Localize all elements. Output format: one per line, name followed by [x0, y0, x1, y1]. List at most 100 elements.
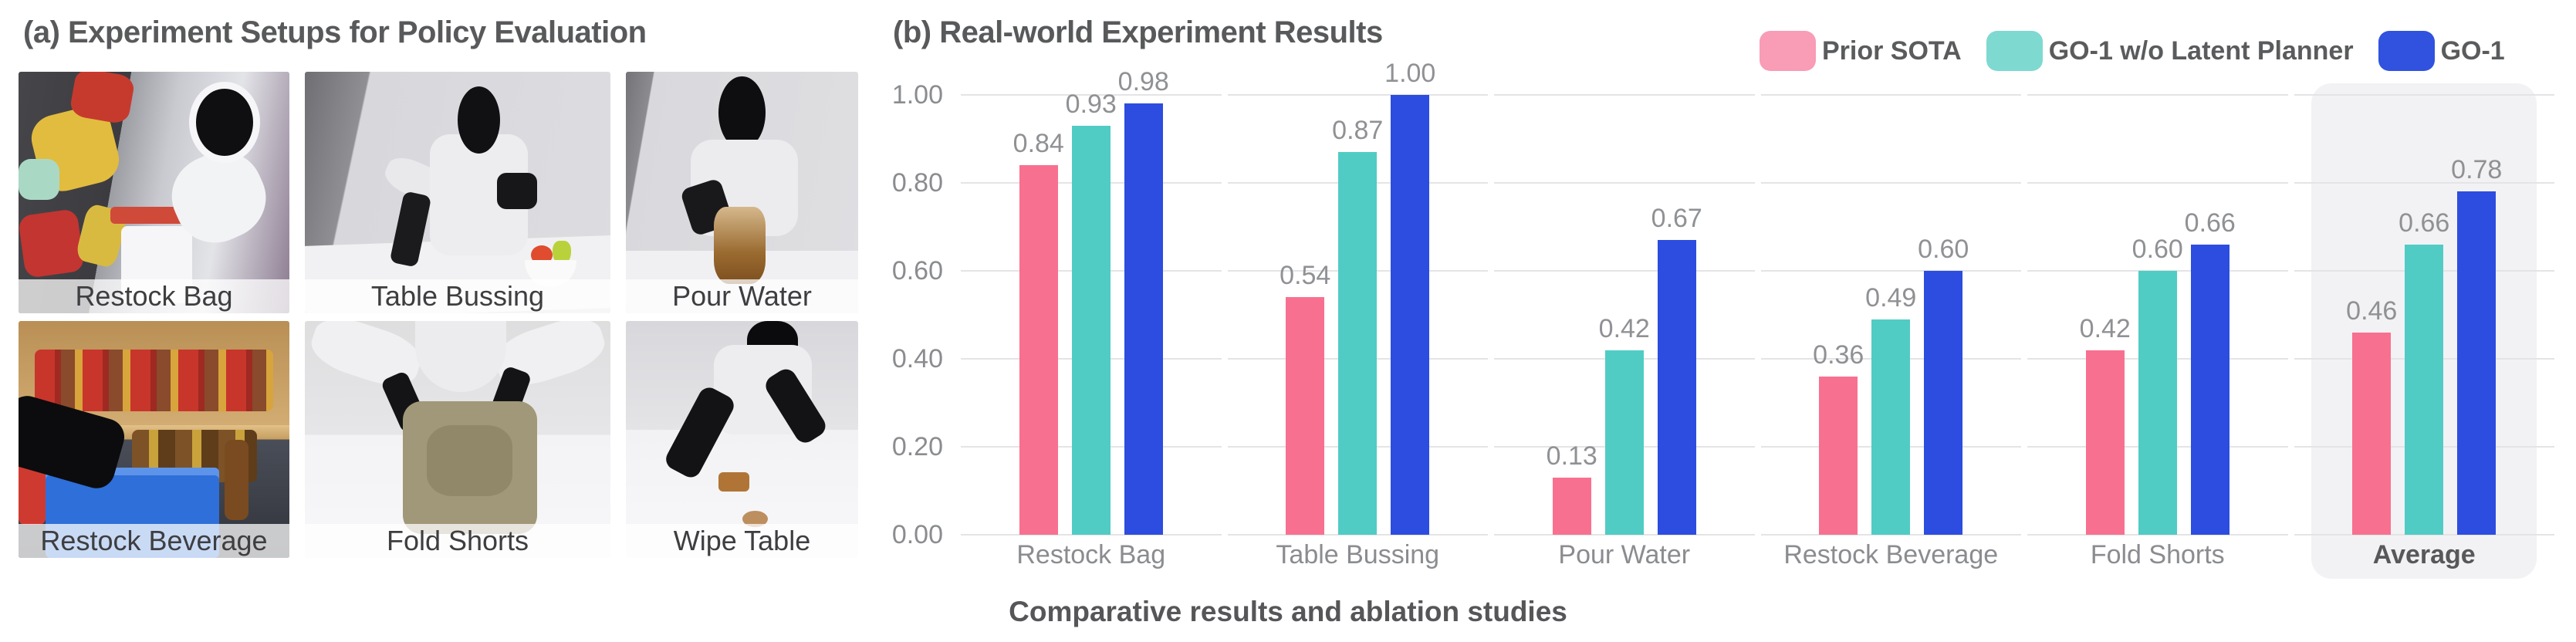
- bar-go-1: 0.60: [1918, 235, 1969, 535]
- legend-label: Prior SOTA: [1822, 35, 1962, 66]
- gridline: [1494, 182, 1755, 184]
- bar-value-label: 0.13: [1546, 441, 1597, 471]
- photo-wipe-table: Wipe Table: [626, 321, 858, 558]
- chart-group-restock-beverage: 0.36 0.49 0.60 Restock Beverage: [1760, 94, 2022, 569]
- bar-value-label: 0.93: [1065, 90, 1117, 119]
- robot-body: [414, 321, 507, 393]
- gridline: [2294, 534, 2554, 536]
- y-tick-label: 0.80: [891, 168, 943, 198]
- gridline: [1760, 182, 2021, 184]
- bar-value-label: 0.42: [2079, 314, 2131, 343]
- bar-go-1-w-o-latent-planner: 0.66: [2399, 208, 2449, 535]
- bar-go-1-w-o-latent-planner: 0.49: [1865, 283, 1916, 535]
- photo-table-bussing: Table Bussing: [305, 72, 610, 313]
- gridline: [961, 94, 1222, 96]
- category-label-pour-water: Pour Water: [1558, 540, 1691, 569]
- gridline: [1760, 94, 2021, 96]
- robot-head: [718, 76, 766, 150]
- bar-value-label: 0.46: [2346, 296, 2398, 326]
- legend-item-prior-sota: Prior SOTA: [1760, 31, 1962, 71]
- bar-go-1: 0.98: [1118, 67, 1169, 535]
- chart-group-fold-shorts: 0.42 0.60 0.66 Fold Shorts: [2027, 94, 2288, 569]
- bar-value-label: 0.66: [2399, 208, 2450, 238]
- chart-legend: Prior SOTA GO-1 w/o Latent Planner GO-1: [1760, 31, 2505, 71]
- gridline: [1760, 270, 2021, 272]
- legend-label: GO-1 w/o Latent Planner: [2048, 35, 2354, 66]
- legend-swatch-go1: [2378, 31, 2435, 71]
- bar-prior-sota: 0.13: [1547, 441, 1597, 535]
- bar-value-label: 0.98: [1117, 67, 1169, 96]
- legend-item-go1-wo-latent-planner: GO-1 w/o Latent Planner: [1986, 31, 2354, 71]
- bar-value-label: 0.87: [1332, 116, 1384, 145]
- photo-decoration: [19, 158, 59, 200]
- bar-value-label: 0.67: [1651, 204, 1702, 233]
- bar-value-label: 0.66: [2184, 208, 2236, 238]
- gridline: [2027, 534, 2288, 536]
- bar-group: 0.54 0.87 1.00: [1228, 59, 1489, 535]
- bar-go-1: 0.66: [2185, 208, 2236, 535]
- gridline: [1494, 534, 1755, 536]
- category-label-average: Average: [2372, 540, 2476, 569]
- chart-group-average: 0.46 0.66 0.78 Average: [2294, 94, 2555, 569]
- bar-prior-sota: 0.84: [1013, 129, 1064, 535]
- bar-go-1: 1.00: [1384, 59, 1435, 535]
- legend-swatch-prior-sota: [1760, 31, 1816, 71]
- bar-prior-sota: 0.42: [2080, 314, 2131, 535]
- bar-prior-sota: 0.54: [1280, 261, 1330, 535]
- photo-restock-bag: Restock Bag: [19, 72, 289, 313]
- photo-decoration: [718, 472, 749, 492]
- legend-item-go1: GO-1: [2378, 31, 2505, 71]
- y-tick-label: 1.00: [891, 80, 943, 110]
- category-label-restock-bag: Restock Bag: [1016, 540, 1166, 569]
- y-tick-label: 0.00: [891, 520, 943, 549]
- bar-value-label: 0.49: [1865, 283, 1917, 313]
- photo-label: Pour Water: [626, 279, 858, 313]
- y-tick-label: 0.20: [891, 432, 943, 461]
- photo-pour-water: Pour Water: [626, 72, 858, 313]
- photo-label: Restock Bag: [19, 279, 289, 313]
- y-tick-label: 0.60: [891, 256, 943, 286]
- panel-b-title: (b) Real-world Experiment Results: [893, 15, 1383, 49]
- category-label-table-bussing: Table Bussing: [1276, 540, 1440, 569]
- bar-value-label: 0.54: [1280, 261, 1331, 290]
- photo-decoration: [19, 208, 86, 279]
- bar-group: 0.36 0.49 0.60: [1761, 95, 2022, 535]
- gridline: [2294, 94, 2554, 96]
- legend-label: GO-1: [2440, 35, 2505, 66]
- gridline: [1227, 94, 1488, 96]
- photo-label: Table Bussing: [305, 279, 610, 313]
- gridline: [2027, 94, 2288, 96]
- bar-go-1-w-o-latent-planner: 0.87: [1332, 116, 1383, 535]
- bar-value-label: 1.00: [1384, 59, 1436, 88]
- gridline: [1494, 270, 1755, 272]
- photo-label: Restock Beverage: [19, 524, 289, 558]
- photo-decoration: [742, 510, 768, 528]
- figure-caption: Comparative results and ablation studies: [1009, 596, 1567, 627]
- photo-fold-shorts: Fold Shorts: [305, 321, 610, 558]
- photo-decoration: [714, 207, 766, 285]
- bar-go-1-w-o-latent-planner: 0.60: [2132, 235, 2183, 535]
- bar-go-1: 0.78: [2451, 155, 2502, 535]
- bar-group: 0.46 0.66 0.78: [2294, 95, 2555, 535]
- bar-value-label: 0.42: [1598, 314, 1650, 343]
- gridline: [1227, 534, 1488, 536]
- bar-go-1: 0.67: [1651, 204, 1702, 535]
- chart-group-pour-water: 0.13 0.42 0.67 Pour Water: [1494, 94, 1755, 569]
- bar-value-label: 0.36: [1813, 340, 1864, 370]
- photo-decoration: [552, 241, 571, 265]
- photo-decoration: [427, 425, 513, 497]
- gridline: [1494, 94, 1755, 96]
- bar-value-label: 0.60: [1918, 235, 1969, 264]
- panel-a-title: (a) Experiment Setups for Policy Evaluat…: [23, 15, 647, 49]
- robot-head: [189, 81, 260, 164]
- gridline: [961, 534, 1222, 536]
- photo-restock-beverage: Restock Beverage: [19, 321, 289, 558]
- robot-head: [458, 86, 501, 154]
- chart-group-table-bussing: 0.54 0.87 1.00 Table Bussing: [1227, 59, 1489, 569]
- photo-decoration: [224, 439, 249, 520]
- bar-go-1-w-o-latent-planner: 0.93: [1066, 90, 1117, 535]
- category-label-fold-shorts: Fold Shorts: [2090, 540, 2225, 569]
- category-label-restock-beverage: Restock Beverage: [1783, 540, 1999, 569]
- photo-label: Fold Shorts: [305, 524, 610, 558]
